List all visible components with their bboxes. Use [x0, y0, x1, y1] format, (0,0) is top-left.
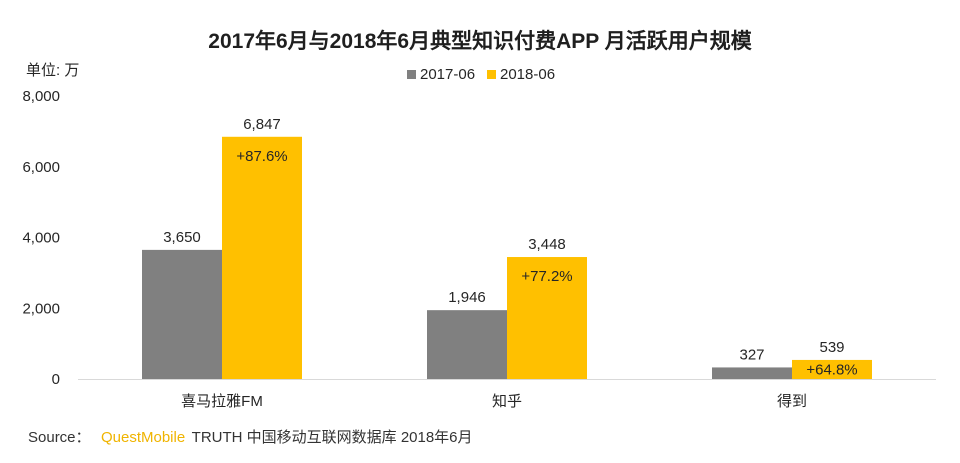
source-suffix: TRUTH 中国移动互联网数据库 2018年6月	[192, 429, 473, 446]
data-labels: 3,650 6,847 +87.6% 1,946 3,448 +77.2% 327 539 +6…	[163, 116, 857, 379]
value-label: 3,650	[163, 229, 201, 246]
value-label: 1,946	[448, 289, 486, 306]
x-category-label: 喜马拉雅FM	[181, 393, 263, 410]
legend-label: 2017-06	[420, 66, 475, 83]
y-tick-label: 6,000	[22, 159, 60, 176]
y-tick-label: 4,000	[22, 230, 60, 247]
bar-2017-06-得到	[712, 367, 792, 379]
growth-label: +64.8%	[806, 361, 857, 378]
chart-title: 2017年6月与2018年6月典型知识付费APP 月活跃用户规模	[208, 29, 752, 53]
bars	[142, 136, 872, 379]
legend-swatch	[407, 70, 416, 79]
source-note: Source： QuestMobile TRUTH 中国移动互联网数据库 201…	[28, 429, 473, 446]
legend: 2017-06 2018-06	[407, 66, 555, 83]
value-label: 327	[739, 346, 764, 363]
x-category-label: 得到	[777, 393, 807, 410]
growth-label: +87.6%	[236, 148, 287, 165]
bar-2018-06-喜马拉雅FM	[222, 136, 302, 379]
x-category-label: 知乎	[492, 393, 522, 410]
value-label: 3,448	[528, 236, 566, 253]
y-tick-label: 0	[52, 371, 60, 388]
value-label: 539	[819, 339, 844, 356]
value-label: 6,847	[243, 116, 281, 133]
growth-label: +77.2%	[521, 268, 572, 285]
bar-2017-06-知乎	[427, 310, 507, 379]
legend-label: 2018-06	[500, 66, 555, 83]
y-tick-label: 8,000	[22, 88, 60, 105]
axes: 0 2,000 4,000 6,000 8,000 喜马拉雅FM 知乎 得到	[22, 88, 936, 410]
legend-swatch	[487, 70, 496, 79]
bar-2018-06-得到	[792, 359, 872, 379]
y-tick-label: 2,000	[22, 300, 60, 317]
unit-label: 单位: 万	[26, 62, 79, 79]
source-prefix: Source：	[28, 429, 91, 446]
bar-2018-06-知乎	[507, 257, 587, 379]
source-brand: QuestMobile	[101, 429, 185, 446]
bar-2017-06-喜马拉雅FM	[142, 249, 222, 379]
